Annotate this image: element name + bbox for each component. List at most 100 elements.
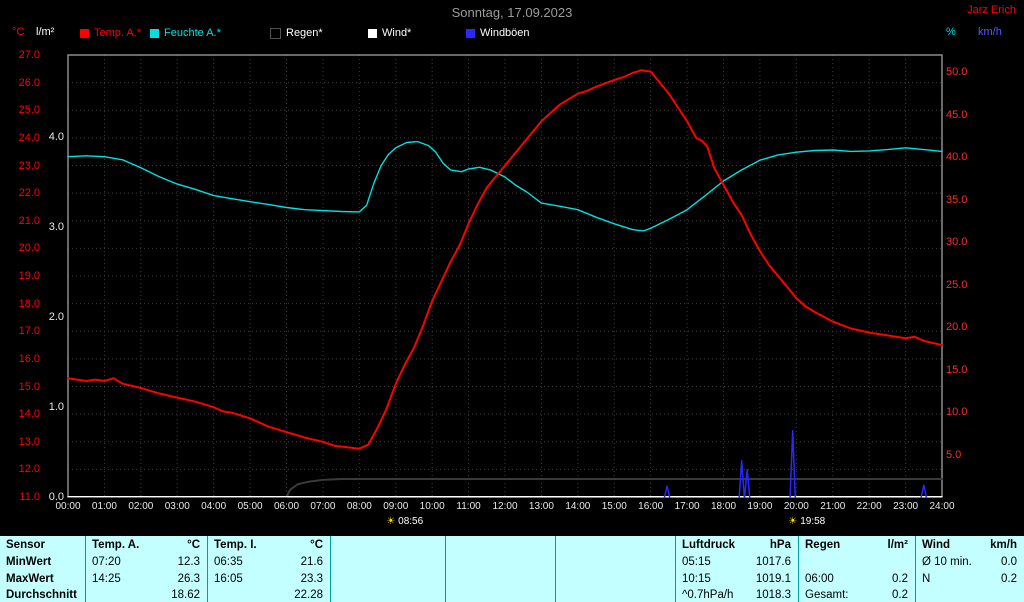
axis-unit-celsius: °C [12, 26, 25, 38]
table-cell: 14:25 26.3 [85, 570, 207, 587]
table-group-header: Luftdruck hPa [675, 536, 798, 553]
x-axis-tick: 20:00 [783, 501, 809, 512]
legend-item-wind: Wind* [368, 27, 411, 39]
x-axis-tick: 14:00 [565, 501, 591, 512]
x-axis-tick: 15:00 [601, 501, 627, 512]
axis-unit-percent: % [946, 26, 956, 38]
y-axis-tick-temp: 15.0 [18, 380, 40, 393]
table-cell: N 0.2 [915, 570, 1024, 587]
y-axis-tick-wind: 50.0 [946, 66, 968, 78]
y-axis-tick-rain: 4.0 [48, 131, 64, 143]
table-group-header: Temp. I. °C [207, 536, 330, 553]
table-row-label: MinWert [6, 555, 52, 568]
x-axis-tick: 21:00 [820, 501, 846, 512]
y-axis-tick-temp: 22.0 [18, 187, 40, 200]
table-cell: 06:00 0.2 [798, 570, 915, 587]
y-axis-tick-temp: 23.0 [18, 159, 40, 172]
y-axis-tick-temp: 19.0 [18, 270, 40, 282]
legend-label: Windböen [480, 27, 530, 39]
legend-label: Regen* [286, 27, 323, 39]
y-axis-tick-temp: 25.0 [18, 104, 40, 117]
table-cell [915, 587, 1024, 602]
y-axis-tick-wind: 25.0 [946, 278, 968, 291]
y-axis-tick-temp: 21.0 [18, 214, 40, 227]
table-cell: 10:15 1019.1 [675, 570, 798, 587]
station-name: Jarz Erich [967, 4, 1016, 16]
axis-unit-kmh: km/h [978, 26, 1002, 38]
y-axis-tick-rain: 0.0 [48, 491, 64, 503]
y-axis-tick-wind: 45.0 [946, 108, 968, 121]
feuchte-a-swatch [150, 28, 159, 38]
x-axis-tick: 23:00 [893, 501, 919, 512]
table-row-label: MaxWert [6, 572, 54, 585]
legend-item-temp-a: Temp. A.* [80, 27, 141, 39]
y-axis-tick-temp: 20.0 [18, 242, 40, 255]
x-axis-tick: 16:00 [638, 501, 664, 512]
x-axis-tick: 03:00 [164, 501, 190, 512]
windboeen-swatch [466, 28, 475, 38]
table-cell: 16:05 23.3 [207, 570, 330, 587]
x-axis-tick: 22:00 [856, 501, 882, 512]
regen-swatch [270, 27, 281, 39]
table-cell: 06:35 21.6 [207, 553, 330, 570]
stats-table: Sensor MinWert MaxWert Durchschnitt Temp. A.… [0, 535, 1024, 602]
wind-swatch [368, 28, 377, 38]
x-axis-tick: 06:00 [273, 501, 300, 512]
y-axis-tick-temp: 17.0 [18, 325, 40, 338]
table-row-label: Sensor [6, 538, 45, 551]
sun-time: 19:58 [800, 516, 826, 527]
chart-legend: Temp. A.* Feuchte A.* Regen* Wind* Windböen [0, 27, 1024, 41]
table-group-header [445, 536, 555, 553]
table-cell: 05:15 1017.6 [675, 553, 798, 570]
sun-marker: ☀ 08:56 [386, 516, 423, 527]
y-axis-tick-temp: 26.0 [18, 76, 40, 89]
x-axis-tick: 10:00 [419, 501, 445, 512]
y-axis-tick-temp: 27.0 [18, 49, 40, 61]
y-axis-tick-rain: 2.0 [48, 311, 64, 323]
chart-plot [67, 54, 943, 498]
table-cell [330, 587, 445, 602]
table-group-header [330, 536, 445, 553]
x-axis-tick: 12:00 [492, 501, 518, 512]
sun-icon: ☀ [386, 515, 396, 527]
table-cell: Gesamt: 0.2 [798, 587, 915, 602]
table-group-header: Temp. A. °C [85, 536, 207, 553]
temp-a-swatch [80, 28, 89, 38]
sun-marker: ☀ 19:58 [788, 516, 825, 527]
x-axis-tick: 24:00 [929, 501, 955, 512]
table-cell [555, 570, 675, 587]
y-axis-tick-wind: 5.0 [946, 448, 962, 461]
table-cell: 07:20 12.3 [85, 553, 207, 570]
legend-label: Wind* [382, 27, 412, 39]
x-axis-tick: 07:00 [310, 501, 336, 512]
table-cell: 22.28 [207, 587, 330, 602]
y-axis-tick-rain: 1.0 [48, 401, 64, 413]
table-cell: ^0.7hPa/h 1018.3 [675, 587, 798, 602]
x-axis-tick: 04:00 [201, 501, 227, 512]
sun-icon: ☀ [788, 515, 798, 527]
table-row-label: Durchschnitt [6, 589, 77, 601]
table-group-header: Wind km/h [915, 536, 1024, 553]
table-cell [330, 570, 445, 587]
y-axis-tick-temp: 14.0 [18, 408, 40, 421]
table-cell [555, 553, 675, 570]
table-cell [445, 553, 555, 570]
legend-item-regen: Regen* [270, 27, 323, 39]
axis-unit-rain: l/m² [36, 26, 55, 38]
table-cell: Ø 10 min. 0.0 [915, 553, 1024, 570]
legend-label: Temp. A.* [94, 27, 142, 39]
x-axis-tick: 13:00 [528, 501, 554, 512]
x-axis-tick: 01:00 [91, 501, 117, 512]
table-group-header: Regen l/m² [798, 536, 915, 553]
table-cell [555, 587, 675, 602]
table-cell [445, 570, 555, 587]
x-axis-tick: 08:00 [346, 501, 372, 512]
table-group-header [555, 536, 675, 553]
y-axis-tick-wind: 10.0 [946, 406, 968, 418]
y-axis-tick-temp: 12.0 [18, 463, 40, 476]
x-axis-tick: 02:00 [128, 501, 154, 512]
x-axis-tick: 19:00 [747, 501, 773, 512]
table-cell [798, 553, 915, 570]
y-axis-tick-wind: 35.0 [946, 193, 968, 206]
